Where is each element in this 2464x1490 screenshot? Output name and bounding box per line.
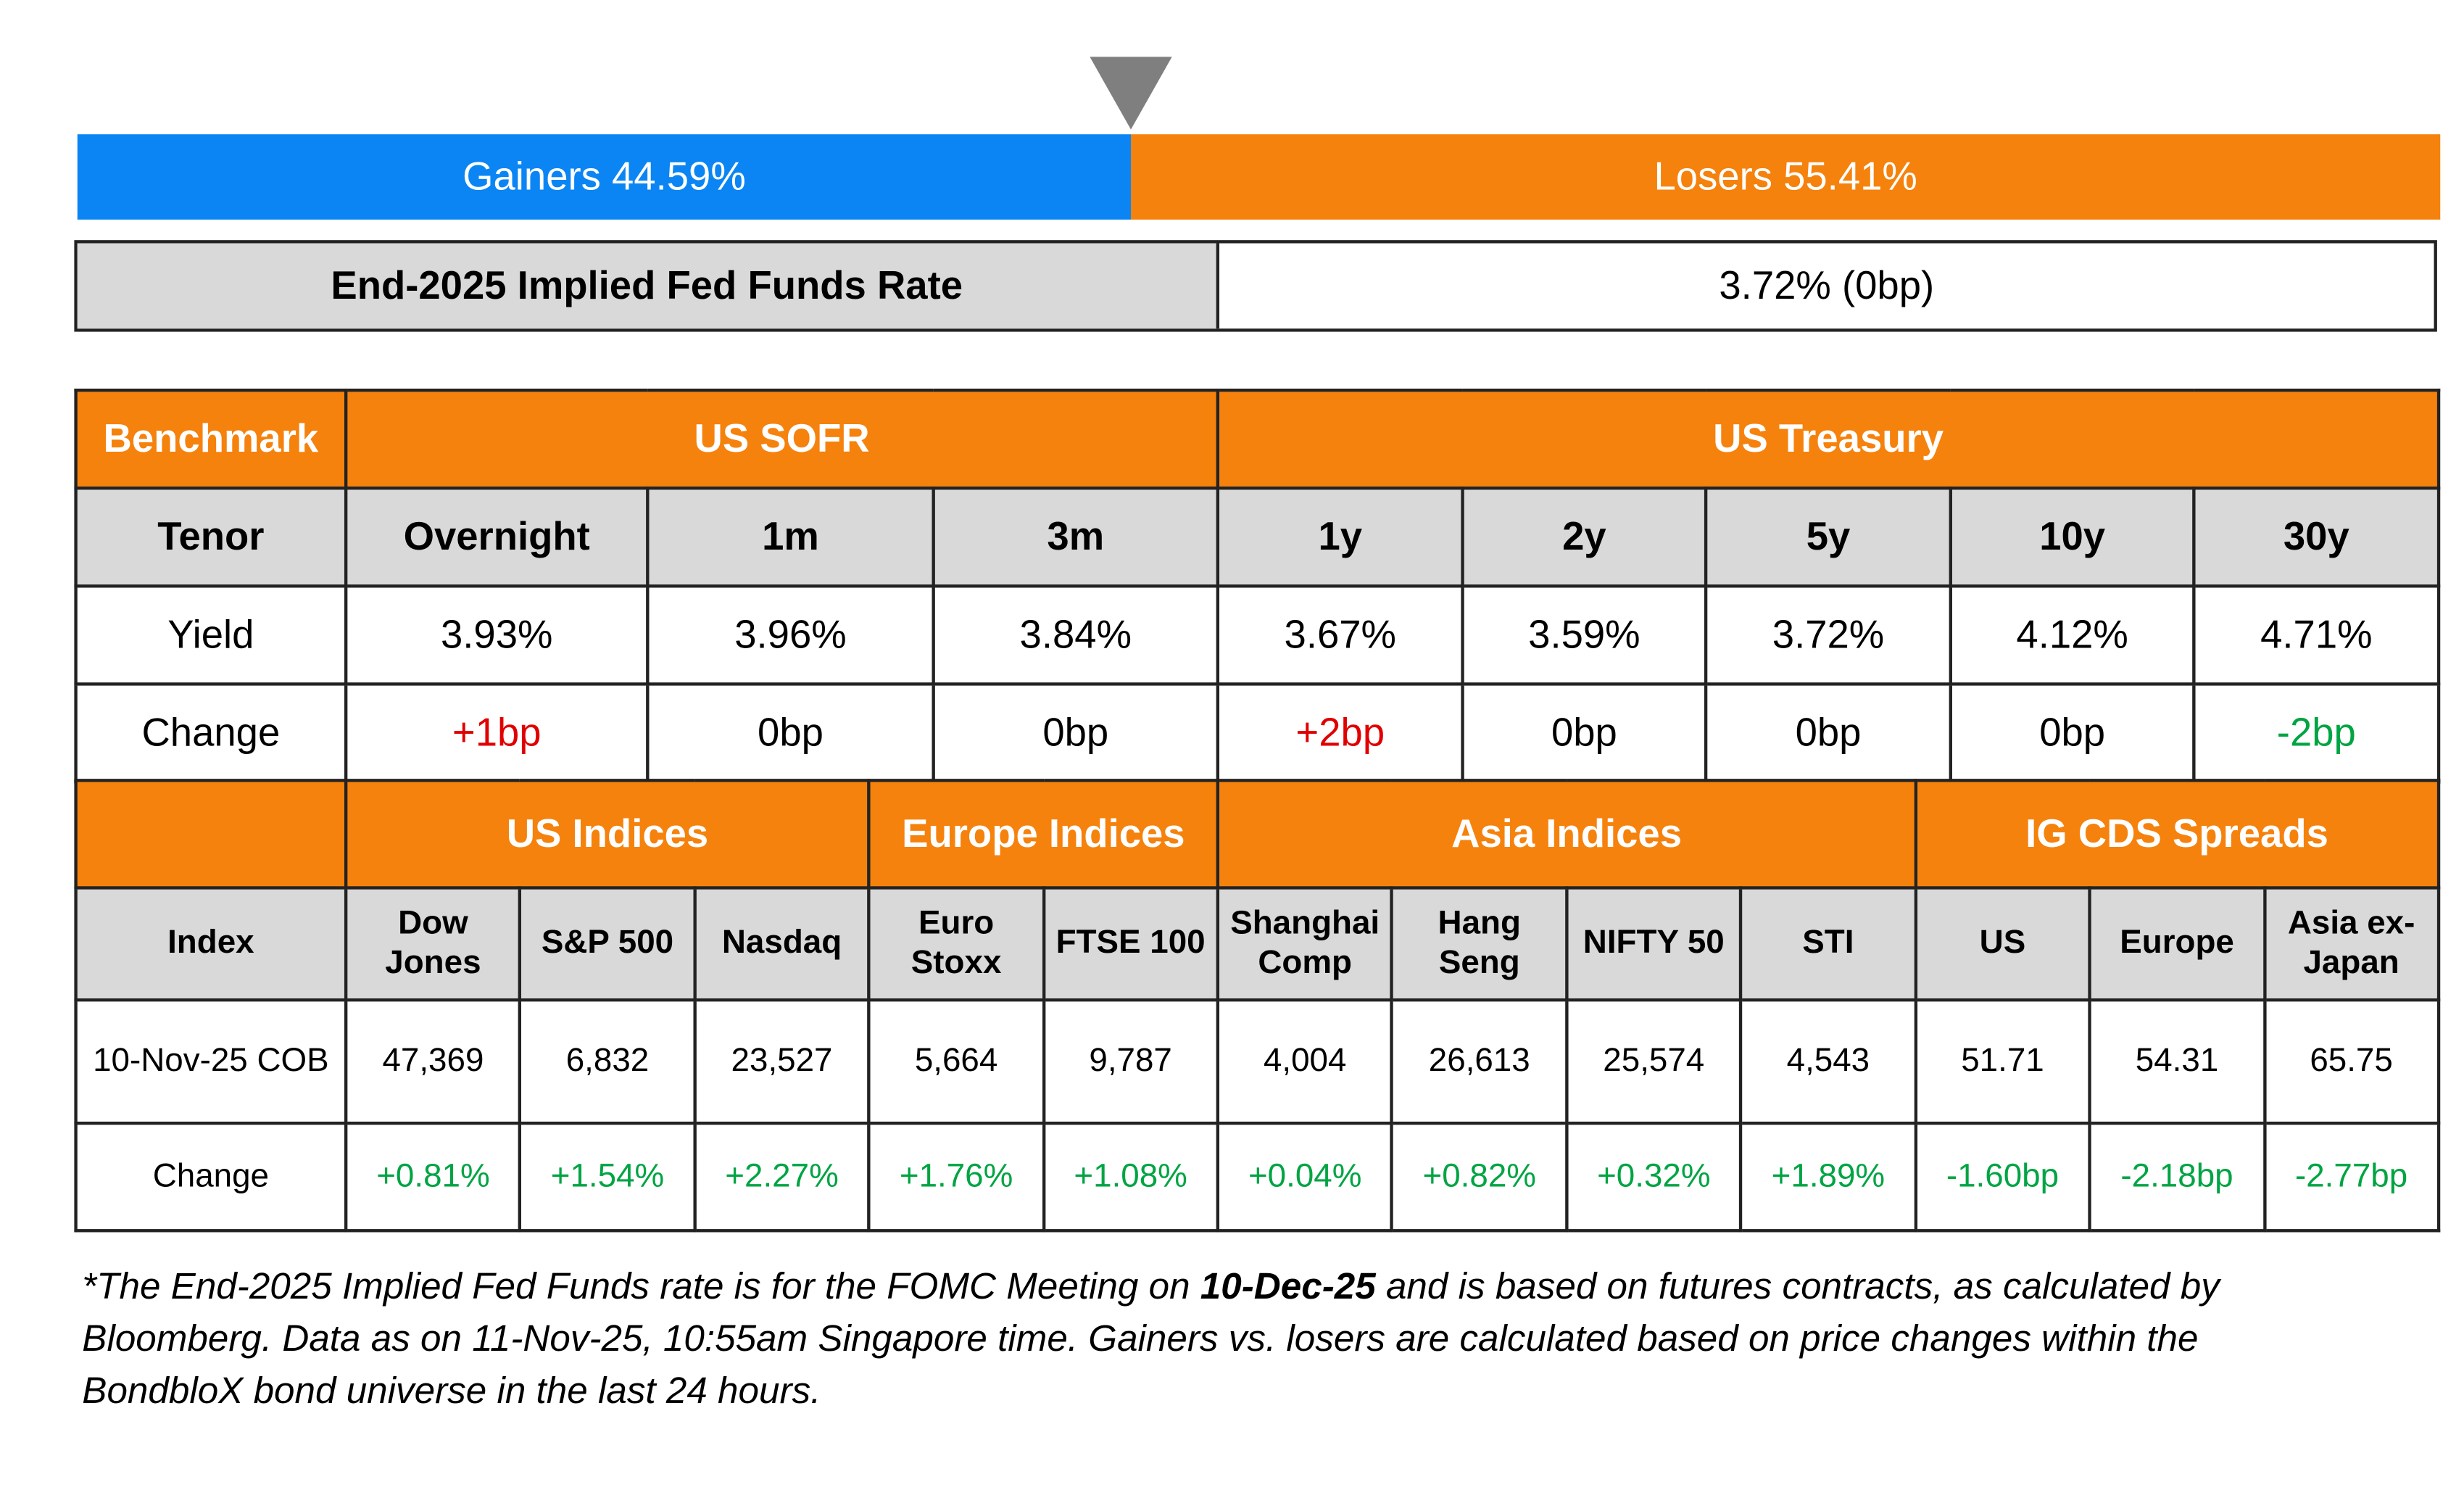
yields-cell: 4.12% xyxy=(1949,584,2196,686)
changes-cell: -2.18bp xyxy=(2088,1121,2266,1233)
group-row: US Indices Europe Indices Asia Indices IG C… xyxy=(74,779,2441,890)
levels-cell: 26,613 xyxy=(1390,998,1569,1125)
footnote: *The End-2025 Implied Fed Funds rate is … xyxy=(82,1261,2356,1417)
levels-cell: 25,574 xyxy=(1564,998,1743,1125)
split-marker xyxy=(1090,57,1172,130)
levels-cell: 5,664 xyxy=(867,998,1045,1125)
changes-cell: +1.89% xyxy=(1739,1121,1917,1233)
losers-label: Losers 55.41% xyxy=(1654,154,1917,199)
changes-cell: 0bp xyxy=(1949,682,2196,784)
levels-cell: 23,527 xyxy=(693,998,871,1125)
row-label: Change xyxy=(74,682,348,784)
tenors-row: Tenor Overnight 1m 3m 1y 2y 5y 10y 30y xyxy=(74,487,2441,588)
footnote-part: and is based on futures contracts, as ca… xyxy=(82,1265,2220,1411)
corner-cell: Benchmark xyxy=(74,388,348,490)
changes-cell: +1.54% xyxy=(518,1121,697,1233)
levels-cell: 4,004 xyxy=(1216,998,1394,1125)
changes-cell: +0.32% xyxy=(1564,1121,1743,1233)
changes-cell: +0.04% xyxy=(1216,1121,1394,1233)
yields-cell: 3.84% xyxy=(932,584,1220,686)
changes-cell: -1.60bp xyxy=(1914,1121,2091,1233)
yields-cell: 3.96% xyxy=(646,584,935,686)
tenors-cell: 30y xyxy=(2192,487,2441,588)
levels-cell: 6,832 xyxy=(518,998,697,1125)
footnote-part: 10-Dec-25 xyxy=(1200,1265,1376,1307)
changes-cell: +2.27% xyxy=(693,1121,871,1233)
row-label: Yield xyxy=(74,584,348,686)
indices-cell: S&P 500 xyxy=(518,886,697,1002)
yields-cell: 3.93% xyxy=(344,584,650,686)
indices-cell: Europe xyxy=(2088,886,2266,1002)
group-header: US Indices xyxy=(344,779,871,890)
row-label: 10-Nov-25 COB xyxy=(74,998,348,1125)
changes-cell: +1bp xyxy=(344,682,650,784)
gainers-bar: Gainers 44.59% xyxy=(77,134,1132,220)
changes-cell: +0.81% xyxy=(344,1121,522,1233)
yields-cell: 4.71% xyxy=(2192,584,2441,686)
group-header: Europe Indices xyxy=(867,779,1220,890)
changes-cell: +2bp xyxy=(1216,682,1464,784)
group-header: Asia Indices xyxy=(1216,779,1917,890)
indices-cell: FTSE 100 xyxy=(1042,886,1220,1002)
levels-cell: 65.75 xyxy=(2262,998,2441,1125)
corner-cell xyxy=(74,779,348,890)
indices-table: US Indices Europe Indices Asia Indices IG C… xyxy=(74,779,2441,1233)
changes-cell: +1.08% xyxy=(1042,1121,1220,1233)
changes-row: Change +0.81% +1.54% +2.27% +1.76% +1.08% +0.0… xyxy=(74,1121,2441,1233)
group-header: US SOFR xyxy=(344,388,1220,490)
levels-cell: 47,369 xyxy=(344,998,522,1125)
levels-row: 10-Nov-25 COB 47,369 6,832 23,527 5,664 9,787… xyxy=(74,998,2441,1125)
losers-bar: Losers 55.41% xyxy=(1131,134,2441,220)
gainers-label: Gainers 44.59% xyxy=(462,154,746,199)
fed-funds-box: End-2025 Implied Fed Funds Rate 3.72% (0… xyxy=(74,240,2437,332)
changes-cell: 0bp xyxy=(932,682,1220,784)
indices-cell: US xyxy=(1914,886,2091,1002)
changes-cell: +0.82% xyxy=(1390,1121,1569,1233)
levels-cell: 54.31 xyxy=(2088,998,2266,1125)
tenors-cell: 1m xyxy=(646,487,935,588)
indices-cell: Dow Jones xyxy=(344,886,522,1002)
tenors-cell: 1y xyxy=(1216,487,1464,588)
group-header: IG CDS Spreads xyxy=(1914,779,2441,890)
row-label: Index xyxy=(74,886,348,1002)
tenors-cell: Overnight xyxy=(344,487,650,588)
yields-cell: 3.59% xyxy=(1461,584,1708,686)
group-row: Benchmark US SOFR US Treasury xyxy=(74,388,2441,490)
changes-cell: +1.76% xyxy=(867,1121,1045,1233)
fed-funds-label: End-2025 Implied Fed Funds Rate xyxy=(77,243,1220,329)
yields-cell: 3.72% xyxy=(1704,584,1953,686)
indices-cell: Shanghai Comp xyxy=(1216,886,1394,1002)
changes-cell: -2.77bp xyxy=(2262,1121,2441,1233)
changes-cell: 0bp xyxy=(1704,682,1953,784)
tenors-cell: 3m xyxy=(932,487,1220,588)
levels-cell: 51.71 xyxy=(1914,998,2091,1125)
changes-row: Change +1bp 0bp 0bp +2bp 0bp 0bp 0bp -2bp xyxy=(74,682,2441,784)
rates-table: Benchmark US SOFR US Treasury Tenor Overnigh… xyxy=(74,388,2441,784)
indices-cell: Nasdaq xyxy=(693,886,871,1002)
changes-cell: 0bp xyxy=(1461,682,1708,784)
footnote-part: *The End-2025 Implied Fed Funds rate is … xyxy=(82,1265,1200,1307)
changes-cell: 0bp xyxy=(646,682,935,784)
indices-row: Index Dow Jones S&P 500 Nasdaq Euro Stoxx FTS… xyxy=(74,886,2441,1002)
fed-funds-value: 3.72% (0bp) xyxy=(1719,262,1935,307)
yields-row: Yield 3.93% 3.96% 3.84% 3.67% 3.59% 3.72% 4.12%… xyxy=(74,584,2441,686)
indices-cell: Asia ex-Japan xyxy=(2262,886,2441,1002)
changes-cell: -2bp xyxy=(2192,682,2441,784)
tenors-cell: 5y xyxy=(1704,487,1953,588)
indices-cell: Euro Stoxx xyxy=(867,886,1045,1002)
row-label: Tenor xyxy=(74,487,348,588)
group-header: US Treasury xyxy=(1216,388,2441,490)
indices-cell: STI xyxy=(1739,886,1917,1002)
indices-cell: Hang Seng xyxy=(1390,886,1569,1002)
indices-cell: NIFTY 50 xyxy=(1564,886,1743,1002)
levels-cell: 4,543 xyxy=(1739,998,1917,1125)
yields-cell: 3.67% xyxy=(1216,584,1464,686)
row-label: Change xyxy=(74,1121,348,1233)
breadth-bar: Gainers 44.59% Losers 55.41% xyxy=(77,134,2441,220)
levels-cell: 9,787 xyxy=(1042,998,1220,1125)
tenors-cell: 2y xyxy=(1461,487,1708,588)
tenors-cell: 10y xyxy=(1949,487,2196,588)
